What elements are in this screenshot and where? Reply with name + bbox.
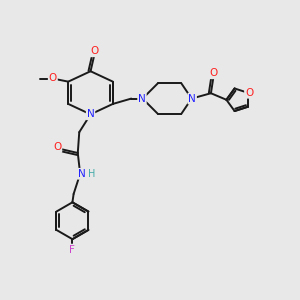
Text: F: F (70, 244, 75, 255)
Text: O: O (49, 73, 57, 83)
Text: N: N (138, 94, 146, 103)
Text: O: O (210, 68, 218, 78)
Text: O: O (90, 46, 98, 56)
Text: O: O (53, 142, 61, 152)
Text: N: N (188, 94, 196, 103)
Text: H: H (88, 169, 95, 179)
Text: N: N (87, 109, 94, 119)
Text: N: N (78, 169, 86, 179)
Text: O: O (245, 88, 253, 98)
